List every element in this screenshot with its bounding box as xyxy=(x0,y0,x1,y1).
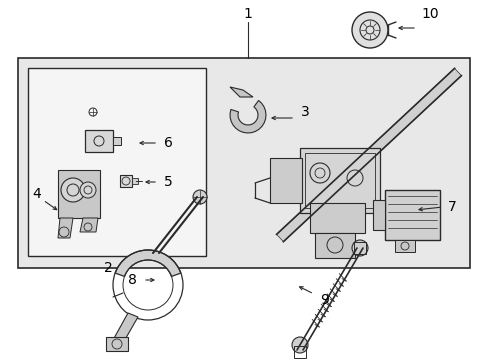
Text: 2: 2 xyxy=(103,261,112,275)
Circle shape xyxy=(351,12,387,48)
Bar xyxy=(293,346,305,358)
Text: 6: 6 xyxy=(163,136,172,150)
Bar xyxy=(106,337,128,351)
Text: 5: 5 xyxy=(163,175,172,189)
Wedge shape xyxy=(115,250,181,276)
Text: 8: 8 xyxy=(127,273,136,287)
Polygon shape xyxy=(276,68,461,242)
Bar xyxy=(120,175,132,187)
Text: 10: 10 xyxy=(420,7,438,21)
Bar xyxy=(269,158,302,203)
Bar xyxy=(18,58,469,268)
Bar xyxy=(309,203,364,233)
Text: 4: 4 xyxy=(33,187,41,201)
Bar xyxy=(58,170,100,218)
Text: 3: 3 xyxy=(300,105,309,119)
Circle shape xyxy=(193,190,206,204)
Circle shape xyxy=(291,337,307,353)
Circle shape xyxy=(61,178,85,202)
Bar xyxy=(353,242,365,254)
Bar xyxy=(314,233,354,258)
Text: 7: 7 xyxy=(447,200,455,214)
Bar xyxy=(372,200,384,230)
Polygon shape xyxy=(80,218,98,232)
Bar xyxy=(85,130,113,152)
Polygon shape xyxy=(58,218,73,238)
Polygon shape xyxy=(113,313,138,343)
Bar xyxy=(113,137,121,145)
Text: 9: 9 xyxy=(320,293,329,307)
Bar xyxy=(384,190,439,240)
Bar xyxy=(132,178,138,184)
Text: 1: 1 xyxy=(243,7,252,21)
Circle shape xyxy=(351,240,367,256)
Bar xyxy=(394,240,414,252)
Bar xyxy=(305,153,374,208)
Bar xyxy=(299,148,379,213)
Polygon shape xyxy=(229,100,265,133)
Circle shape xyxy=(80,182,96,198)
Bar xyxy=(28,68,205,256)
Polygon shape xyxy=(229,87,252,97)
